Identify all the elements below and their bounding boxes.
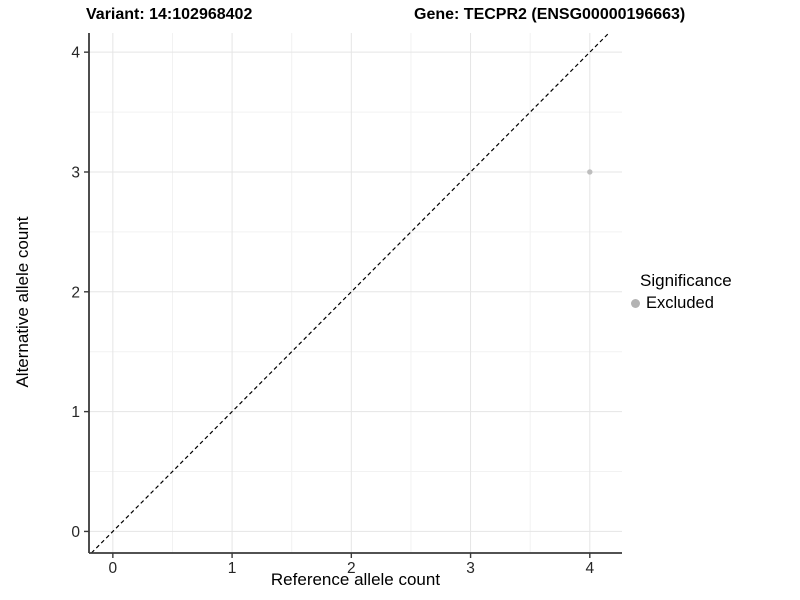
svg-text:1: 1 (71, 404, 80, 421)
legend-item-label: Excluded (646, 294, 714, 312)
svg-text:2: 2 (347, 560, 356, 577)
legend: Significance Excluded (631, 271, 732, 313)
gene-title: Gene: TECPR2 (ENSG00000196663) (414, 6, 686, 23)
svg-text:0: 0 (109, 560, 118, 577)
legend-item-excluded: Excluded (631, 294, 732, 313)
svg-text:3: 3 (466, 560, 475, 577)
variant-title: Variant: 14:102968402 (86, 6, 253, 23)
svg-text:4: 4 (585, 560, 594, 577)
legend-title: Significance (640, 271, 732, 290)
y-axis-label: Alternative allele count (13, 216, 32, 388)
svg-text:1: 1 (228, 560, 237, 577)
x-axis-label: Reference allele count (270, 570, 441, 589)
svg-text:3: 3 (71, 164, 80, 181)
svg-text:0: 0 (71, 524, 80, 541)
excluded-dot-icon (631, 299, 640, 308)
svg-text:4: 4 (71, 45, 80, 62)
svg-text:2: 2 (71, 284, 80, 301)
